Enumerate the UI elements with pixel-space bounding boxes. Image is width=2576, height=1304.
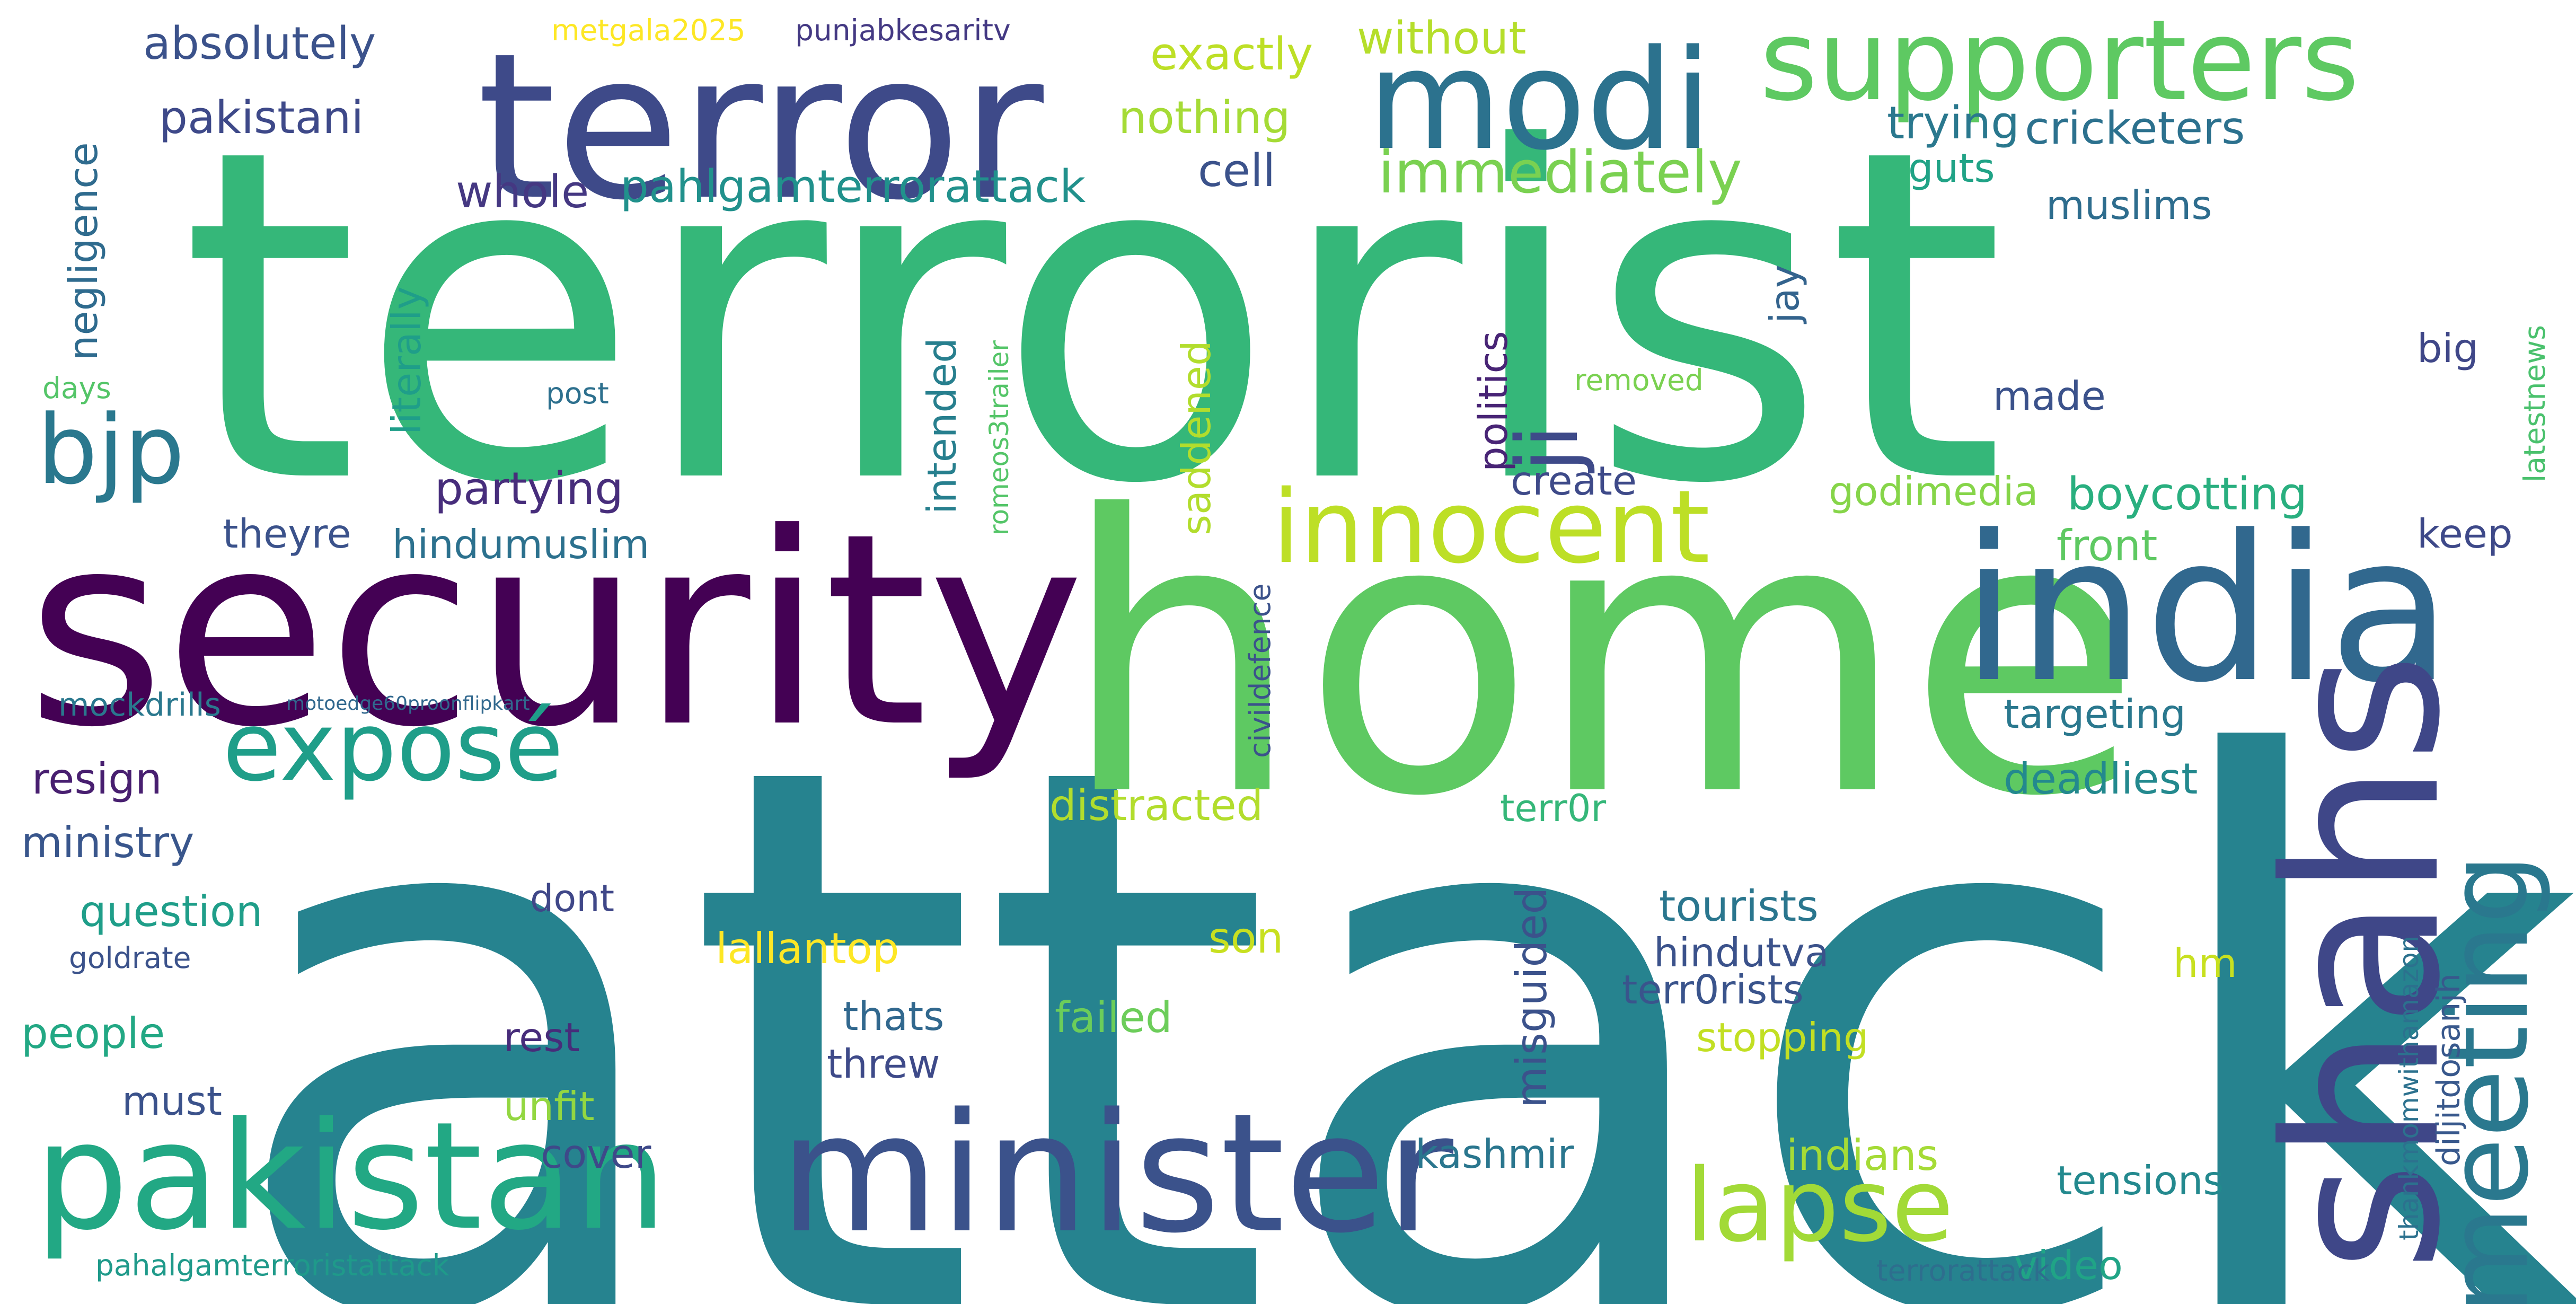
word: exactly <box>1150 28 1313 81</box>
word: nothing <box>1118 92 1291 144</box>
word: cell <box>1198 145 1276 197</box>
word: deadliest <box>2004 754 2198 804</box>
word: saddened <box>1173 340 1220 535</box>
word: removed <box>1574 363 1704 397</box>
word: metgala2025 <box>551 13 746 47</box>
word: post <box>546 376 609 410</box>
word: intended <box>919 338 965 514</box>
word: lallantop <box>716 924 899 973</box>
word: politics <box>1470 331 1516 472</box>
word: absolutely <box>143 17 376 70</box>
word: keep <box>2417 510 2513 557</box>
word: muslims <box>2046 182 2212 228</box>
word: lapse <box>1686 1147 1954 1264</box>
word: boycotting <box>2067 468 2308 521</box>
word: threw <box>827 1041 940 1087</box>
word: exposé <box>223 692 564 803</box>
word: misguided <box>1507 887 1556 1108</box>
word: front <box>2057 521 2158 570</box>
word: romeos3trailer <box>984 340 1014 535</box>
word: negligence <box>60 142 107 360</box>
word: create <box>1511 457 1637 504</box>
word: terrorist <box>180 52 2006 583</box>
word: whole <box>456 166 589 218</box>
word: goldrate <box>69 941 191 975</box>
word: made <box>1993 373 2106 419</box>
word: hm <box>2173 940 2237 986</box>
word: without <box>1357 12 1527 65</box>
word: innocent <box>1272 469 1710 586</box>
word: jay <box>1761 264 1808 323</box>
word: bjp <box>37 395 185 506</box>
word: supporters <box>1760 0 2360 126</box>
word: thankmomwithamazon <box>2394 935 2424 1240</box>
word: targeting <box>2004 691 2186 737</box>
word: hindumuslim <box>392 521 650 568</box>
word: dont <box>530 877 615 920</box>
word: rest <box>504 1014 580 1061</box>
word: mockdrills <box>58 686 221 724</box>
word: ministry <box>21 818 195 867</box>
word: attack <box>223 606 2576 1304</box>
word: unfit <box>504 1083 595 1130</box>
word: question <box>80 887 263 936</box>
word: immediately <box>1378 138 1742 206</box>
word: big <box>2417 325 2479 372</box>
word: people <box>21 1009 165 1058</box>
word: stopping <box>1696 1014 1869 1061</box>
word: pakistan <box>34 1090 667 1263</box>
word: days <box>42 371 111 405</box>
word: son <box>1208 913 1284 963</box>
word: home <box>1060 435 2142 879</box>
word: security <box>27 477 1085 785</box>
word: latestnews <box>2518 325 2552 482</box>
word: terr0rists <box>1622 966 1804 1013</box>
word: must <box>122 1078 223 1124</box>
word: modi <box>1368 21 1712 181</box>
word: kashmir <box>1415 1131 1574 1177</box>
word: literally <box>383 286 430 435</box>
word: guts <box>1908 145 1995 191</box>
word: failed <box>1055 993 1172 1042</box>
word: pakistani <box>159 92 364 144</box>
word: video <box>2014 1242 2123 1289</box>
word: cover <box>541 1131 651 1177</box>
word: india <box>1961 492 2453 727</box>
word: terr0r <box>1500 787 1607 830</box>
word: indians <box>1786 1131 1939 1180</box>
word: motoedge60proonflipkart <box>286 693 530 715</box>
word: tourists <box>1659 882 1819 931</box>
word: cricketers <box>2025 102 2245 155</box>
word: civildefence <box>1243 583 1277 758</box>
word: resign <box>32 754 162 804</box>
word: trying <box>1887 97 2020 149</box>
word: thats <box>843 993 945 1039</box>
word: godimedia <box>1829 468 2039 515</box>
word: hindutva <box>1654 929 1829 976</box>
word: diljitdosanjh <box>2430 973 2467 1166</box>
word: partying <box>435 463 624 515</box>
word: theyre <box>223 510 351 557</box>
word: tensions <box>2057 1157 2224 1204</box>
word: pahlgamterrorattack <box>620 161 1086 213</box>
word: punjabkesaritv <box>795 13 1011 47</box>
word: minister <box>779 1078 1453 1270</box>
word: pahalgamterroristattack <box>95 1248 449 1282</box>
word: terrorattack <box>1876 1254 2050 1288</box>
word: distracted <box>1049 781 1264 830</box>
word: terror <box>477 10 1044 244</box>
